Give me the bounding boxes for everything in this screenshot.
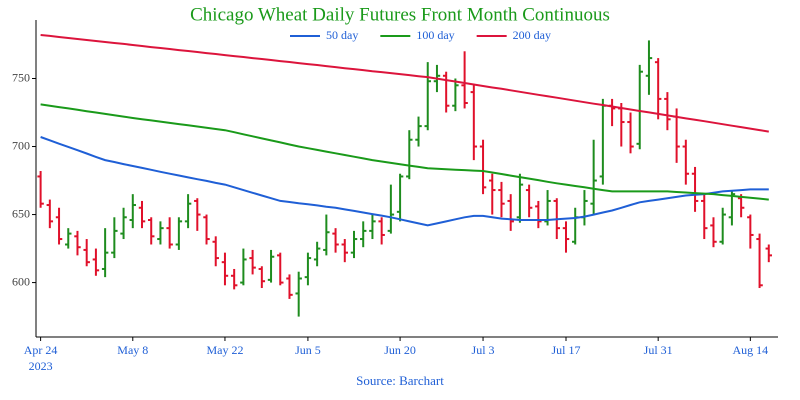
legend-label: 200 day bbox=[513, 28, 551, 42]
ma-line bbox=[40, 34, 769, 133]
legend-label: 100 day bbox=[416, 28, 454, 42]
chart-title: Chicago Wheat Daily Futures Front Month … bbox=[190, 4, 610, 25]
x-tick-sublabel: 2023 bbox=[29, 359, 53, 373]
legend-label: 50 day bbox=[326, 28, 358, 42]
x-tick-label: May 22 bbox=[206, 343, 243, 357]
y-tick-label: 600 bbox=[12, 274, 30, 288]
x-tick-label: May 8 bbox=[117, 343, 148, 357]
x-tick-label: Jun 20 bbox=[384, 343, 416, 357]
source-note: Source: Barchart bbox=[356, 373, 444, 388]
x-tick-label: Jul 31 bbox=[644, 343, 673, 357]
y-tick-label: 700 bbox=[12, 138, 30, 152]
x-tick-label: Apr 24 bbox=[24, 343, 58, 357]
ma-line bbox=[40, 136, 769, 227]
y-tick-label: 650 bbox=[12, 206, 30, 220]
y-tick-label: 750 bbox=[12, 70, 30, 84]
x-tick-label: Jun 5 bbox=[295, 343, 321, 357]
x-tick-label: Jul 3 bbox=[472, 343, 495, 357]
x-tick-label: Jul 17 bbox=[551, 343, 580, 357]
ma-line bbox=[40, 103, 769, 201]
x-tick-label: Aug 14 bbox=[733, 343, 769, 357]
